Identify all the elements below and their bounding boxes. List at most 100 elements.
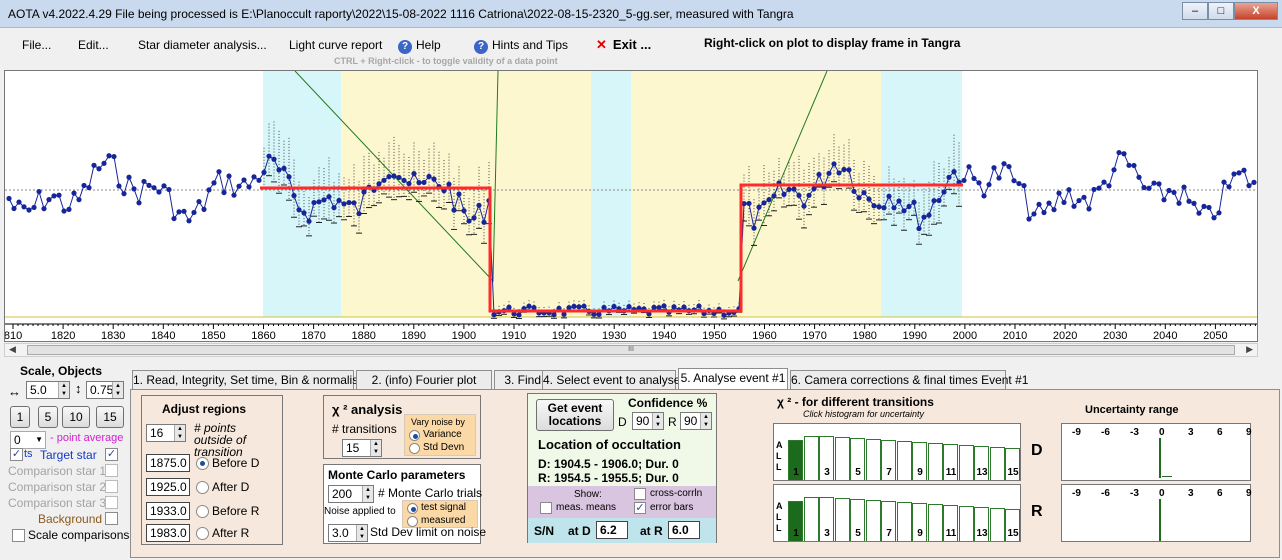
- histogram-bar[interactable]: [927, 443, 943, 480]
- spinner-arrows-icon[interactable]: ▲ ▼: [370, 440, 381, 456]
- background-checkbox[interactable]: [105, 512, 118, 525]
- histogram-bar[interactable]: [989, 508, 1005, 541]
- histogram-bar[interactable]: [927, 504, 943, 541]
- scroll-thumb[interactable]: III: [27, 345, 1235, 355]
- spinner-arrows-icon[interactable]: ▲ ▼: [652, 413, 663, 429]
- tab-select-event[interactable]: 4. Select event to analyse: [542, 370, 680, 390]
- histogram-bar[interactable]: [865, 439, 881, 480]
- menu-exit[interactable]: ✕ Exit ...: [596, 37, 651, 53]
- points-outside-spinner[interactable]: 16 ▲ ▼: [146, 424, 186, 442]
- histogram-bar[interactable]: [788, 440, 803, 480]
- before-r-radio[interactable]: [196, 505, 209, 518]
- point-average-select[interactable]: 0 ▼: [10, 431, 46, 449]
- spinner-arrows-icon[interactable]: ▲ ▼: [362, 486, 373, 502]
- scroll-left-icon[interactable]: ◀: [9, 344, 16, 354]
- histogram-bar[interactable]: [896, 441, 912, 480]
- menu-star-diameter[interactable]: Star diameter analysis...: [138, 38, 267, 52]
- scale-button-5[interactable]: 5: [38, 406, 58, 428]
- confidence-r-spinner[interactable]: 90 ▲ ▼: [680, 412, 712, 430]
- histogram-bar[interactable]: [974, 507, 989, 541]
- before-d-radio[interactable]: [196, 457, 209, 470]
- scale-button-1[interactable]: 1: [10, 406, 30, 428]
- maximize-button[interactable]: □: [1208, 2, 1234, 20]
- show-target-checkbox[interactable]: ✓: [10, 448, 23, 461]
- before-d-field[interactable]: 1875.0: [146, 454, 190, 472]
- histogram-bar[interactable]: [989, 447, 1005, 480]
- histogram-bar[interactable]: [943, 505, 958, 541]
- after-d-radio[interactable]: [196, 481, 209, 494]
- comparison-star-1-checkbox[interactable]: [105, 464, 118, 477]
- histogram-bar[interactable]: [974, 446, 989, 480]
- test-signal-radio[interactable]: [407, 503, 418, 514]
- histogram-bar[interactable]: [803, 497, 819, 541]
- measured-radio[interactable]: [407, 516, 418, 527]
- scale-button-15[interactable]: 15: [96, 406, 124, 428]
- menu-edit[interactable]: Edit...: [78, 38, 109, 52]
- light-curve-plot[interactable]: 810 1820 1830 1840 1850 1860 1870 1880 1890 1900 1…: [4, 70, 1258, 342]
- tab-read-integrity[interactable]: 1. Read, Integrity, Set time, Bin & norm…: [132, 370, 365, 390]
- scroll-right-icon[interactable]: ▶: [1246, 344, 1253, 354]
- spinner-arrows-icon[interactable]: ▲ ▼: [356, 525, 367, 541]
- light-curve-svg[interactable]: 810 1820 1830 1840 1850 1860 1870 1880 1890 1900 1…: [4, 70, 1257, 342]
- scale-comparisons-checkbox[interactable]: [12, 529, 25, 542]
- std-devn-radio[interactable]: [409, 443, 420, 454]
- menu-help[interactable]: ? Help: [398, 38, 441, 54]
- scale-button-10[interactable]: 10: [62, 406, 90, 428]
- before-r-field[interactable]: 1933.0: [146, 502, 190, 520]
- comparison-star-3-checkbox[interactable]: [105, 496, 118, 509]
- spinner-arrows-icon[interactable]: ▲ ▼: [58, 382, 69, 398]
- target-star-checkbox[interactable]: ✓: [105, 448, 118, 461]
- histogram-bar[interactable]: [819, 436, 834, 480]
- get-event-locations-button[interactable]: Get event locations: [536, 399, 614, 431]
- after-d-field[interactable]: 1925.0: [146, 478, 190, 496]
- histogram-bar[interactable]: [803, 436, 819, 480]
- after-r-field[interactable]: 1983.0: [146, 524, 190, 542]
- cross-corrln-checkbox[interactable]: [634, 488, 646, 500]
- histogram-bar[interactable]: [881, 501, 896, 541]
- transitions-spinner[interactable]: 15 ▲ ▼: [342, 439, 382, 457]
- tab-analyse-event[interactable]: 5. Analyse event #1: [678, 368, 788, 390]
- histogram-bar[interactable]: [958, 445, 974, 480]
- scale-spinner[interactable]: 5.0 ▲ ▼: [26, 381, 70, 399]
- histogram-bar[interactable]: [1005, 509, 1020, 541]
- histogram-bar[interactable]: [865, 500, 881, 541]
- plot-scrollbar[interactable]: ◀ III ▶: [4, 343, 1258, 357]
- after-r-radio[interactable]: [196, 527, 209, 540]
- histogram-bar[interactable]: [912, 503, 927, 541]
- spinner-arrows-icon[interactable]: ▲ ▼: [112, 382, 123, 398]
- tab-fourier-plot[interactable]: 2. (info) Fourier plot: [356, 370, 492, 390]
- meas-means-checkbox[interactable]: [540, 502, 552, 514]
- histogram-bar[interactable]: [850, 499, 865, 541]
- histogram-bar[interactable]: [881, 440, 896, 480]
- tab-camera-corrections[interactable]: 6. Camera corrections & final times Even…: [790, 370, 1028, 390]
- variance-radio[interactable]: [409, 430, 420, 441]
- x-tick-label: 1920: [552, 330, 576, 341]
- histogram-bar[interactable]: [896, 502, 912, 541]
- confidence-d-spinner[interactable]: 90 ▲ ▼: [632, 412, 664, 430]
- monte-carlo-trials-spinner[interactable]: 200 ▲ ▼: [328, 485, 374, 503]
- close-button[interactable]: X: [1234, 2, 1278, 20]
- x-tick-label: 1980: [852, 330, 876, 341]
- histogram-bar[interactable]: [834, 437, 850, 480]
- error-bars-checkbox[interactable]: ✓: [634, 502, 646, 514]
- histogram-bar[interactable]: [958, 506, 974, 541]
- histogram-bar[interactable]: [943, 444, 958, 480]
- spinner-arrows-icon[interactable]: ▲ ▼: [700, 413, 711, 429]
- spinner-arrows-icon[interactable]: ▲ ▼: [174, 425, 185, 441]
- comparison-star-2-checkbox[interactable]: [105, 480, 118, 493]
- histogram-bar[interactable]: [912, 442, 927, 480]
- object-scale-spinner[interactable]: 0.75 ▲ ▼: [86, 381, 124, 399]
- chevron-down-icon[interactable]: ▼: [35, 435, 43, 444]
- menu-file[interactable]: File...: [22, 38, 52, 52]
- histogram-bar[interactable]: [850, 438, 865, 480]
- histogram-bar[interactable]: [788, 501, 803, 541]
- minimize-button[interactable]: –: [1182, 2, 1208, 20]
- menu-light-curve-report[interactable]: Light curve report: [289, 38, 383, 52]
- histogram-bar[interactable]: [834, 498, 850, 541]
- histogram-bar[interactable]: [1005, 448, 1020, 480]
- histogram-bar[interactable]: [819, 497, 834, 541]
- menu-hints[interactable]: ? Hints and Tips: [474, 38, 568, 54]
- std-limit-spinner[interactable]: 3.0 ▲ ▼: [328, 524, 368, 542]
